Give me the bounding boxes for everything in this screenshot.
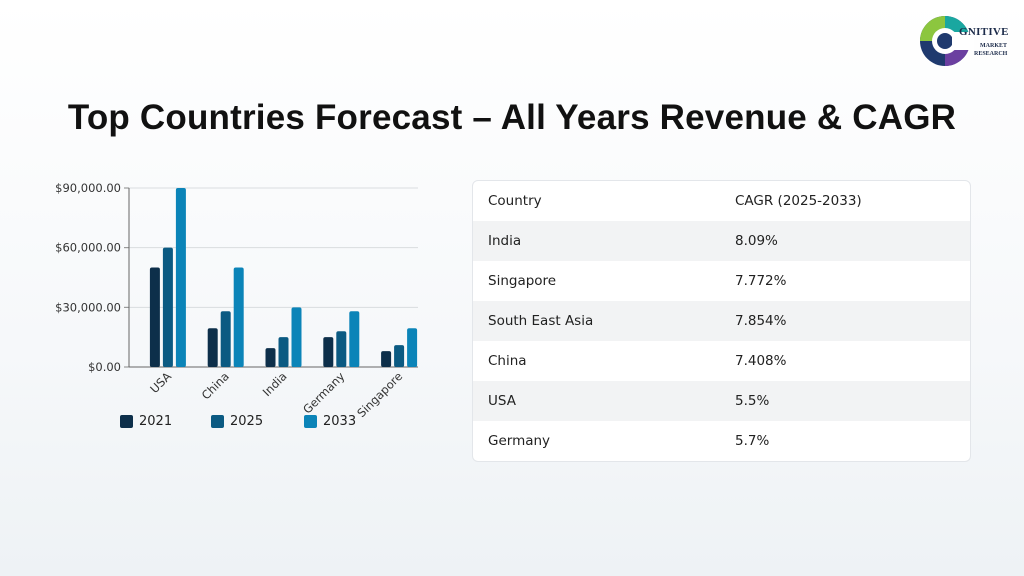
bar (349, 311, 360, 367)
revenue-bar-chart: $0.00 $30,000.00 $60,000.00 $90,000.00 USA Ch… (55, 181, 418, 420)
bar (381, 351, 392, 367)
country-cell: India (488, 233, 522, 249)
x-tick-label: Singapore (354, 369, 405, 420)
x-tick-label: USA (147, 369, 174, 396)
y-tick-label: $0.00 (88, 360, 121, 374)
logo-subtext: MARKET (980, 43, 1007, 49)
logo-text: GNITIVE (959, 26, 1009, 38)
bar (323, 337, 334, 367)
cagr-cell: 7.408% (735, 353, 787, 369)
column-header: Country (488, 193, 542, 209)
logo-emblem-icon (920, 16, 974, 66)
legend-label: 2033 (323, 414, 357, 429)
x-tick-label: China (199, 369, 232, 402)
table-row: South East Asia 7.854% (473, 301, 970, 341)
legend-label: 2025 (230, 414, 264, 429)
logo-subtext: RESEARCH (974, 51, 1008, 57)
cagr-cell: 7.772% (735, 273, 787, 289)
country-cell: Singapore (488, 273, 557, 289)
table-header-row: Country CAGR (2025-2033) (473, 181, 970, 221)
bar (394, 345, 405, 367)
bar (265, 348, 276, 367)
cagr-cell: 5.5% (735, 393, 770, 409)
legend-item: 2025 (211, 414, 263, 429)
company-logo: GNITIVE MARKET RESEARCH (918, 12, 1014, 70)
bar (291, 307, 302, 367)
table-row: China 7.408% (473, 341, 970, 381)
bar (149, 267, 160, 367)
table-row: USA 5.5% (473, 381, 970, 421)
table-row: India 8.09% (473, 221, 970, 261)
bar (220, 311, 231, 367)
bar (207, 328, 218, 367)
country-cell: USA (488, 393, 516, 409)
legend-label: 2021 (139, 414, 173, 429)
legend-swatch (304, 415, 317, 428)
table-row: Singapore 7.772% (473, 261, 970, 301)
y-tick-label: $90,000.00 (55, 181, 121, 195)
x-tick-label: India (260, 369, 290, 399)
bar (336, 331, 347, 367)
y-tick-label: $30,000.00 (55, 300, 121, 314)
bar (175, 188, 186, 367)
legend-swatch (120, 415, 133, 428)
cagr-cell: 7.854% (735, 313, 787, 329)
country-cell: Germany (488, 433, 551, 449)
country-cell: South East Asia (488, 313, 594, 329)
bar (162, 247, 173, 367)
page-title: Top Countries Forecast – All Years Reven… (67, 98, 957, 137)
y-tick-label: $60,000.00 (55, 241, 121, 255)
bar (233, 267, 244, 367)
bar (278, 337, 289, 367)
x-tick-label: Germany (300, 369, 347, 416)
legend-item: 2021 (120, 414, 172, 429)
country-cell: China (488, 353, 527, 369)
cagr-cell: 8.09% (735, 233, 778, 249)
legend-swatch (211, 415, 224, 428)
column-header: CAGR (2025-2033) (735, 193, 862, 209)
bar (407, 328, 418, 367)
legend-item: 2033 (304, 414, 356, 429)
cagr-cell: 5.7% (735, 433, 770, 449)
table-row: Germany 5.7% (473, 421, 970, 461)
cagr-table: Country CAGR (2025-2033) India 8.09% Sin… (472, 180, 971, 462)
